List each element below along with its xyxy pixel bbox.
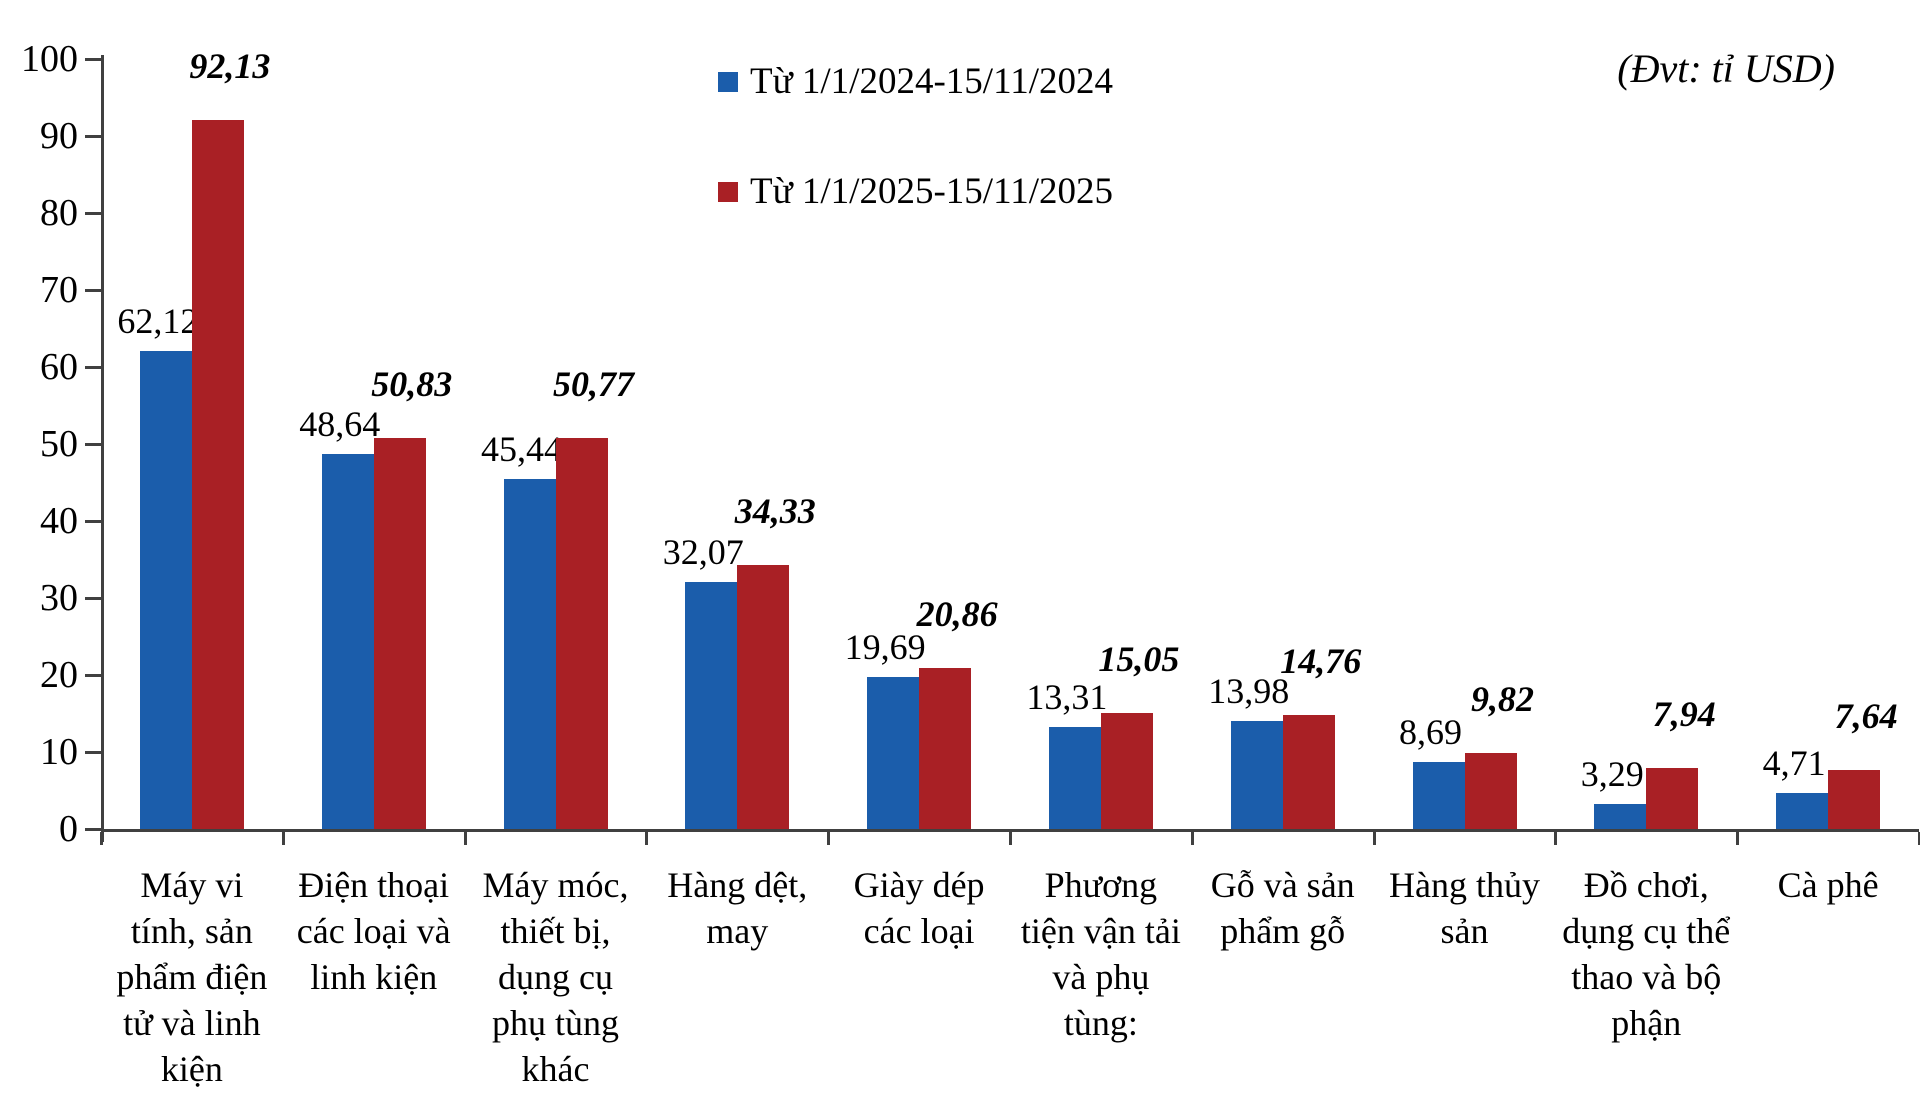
bar-value-label: 20,86 <box>916 594 998 635</box>
y-tick-label: 20 <box>40 654 78 696</box>
bar-2025 <box>737 564 790 829</box>
bar-value-label: 3,29 <box>1580 753 1644 794</box>
x-tick <box>1372 832 1376 845</box>
bar-value-label: 14,76 <box>1280 641 1362 682</box>
y-tick-label: 30 <box>40 577 78 619</box>
bar-2024 <box>139 350 192 829</box>
y-tick-label: 70 <box>40 269 78 311</box>
bar-2025 <box>555 438 608 829</box>
bar-2025 <box>1282 715 1335 829</box>
legend-swatch-2024 <box>718 72 738 92</box>
y-tick <box>85 751 101 754</box>
y-tick <box>85 674 101 677</box>
bar-2024 <box>321 454 374 829</box>
bar-value-label: 48,64 <box>299 404 381 445</box>
category-label: Máy móc, thiết bị, dụng cụ phụ tùng khác <box>482 865 629 1089</box>
y-tick <box>85 520 101 523</box>
category-label: Gỗ và sản phẩm gỗ <box>1210 865 1355 951</box>
bar-value-label: 50,77 <box>553 364 634 405</box>
bar-2025 <box>1646 767 1699 829</box>
y-tick-label: 10 <box>40 731 78 773</box>
bar-2024 <box>1048 726 1101 829</box>
bar-2024 <box>1230 721 1283 829</box>
y-tick-label: 50 <box>40 423 78 465</box>
bar-value-label: 7,64 <box>1834 696 1898 737</box>
y-tick <box>85 289 101 292</box>
legend-label-2025: Từ 1/1/2025-15/11/2025 <box>750 171 1113 212</box>
category-label: Phương tiện vận tải và phụ tùng: <box>1020 865 1181 1043</box>
legend-swatch-2025 <box>718 182 738 202</box>
bar-2024 <box>503 479 556 829</box>
y-tick <box>85 212 101 215</box>
bar-value-label: 32,07 <box>662 532 744 573</box>
y-tick-label: 90 <box>40 115 78 157</box>
x-tick <box>281 832 285 845</box>
category-label: Điện thoại các loại và linh kiện <box>296 865 451 997</box>
legend-label-2024: Từ 1/1/2024-15/11/2024 <box>750 61 1113 102</box>
bar-value-label: 34,33 <box>734 490 816 531</box>
bar-value-label: 62,12 <box>117 300 199 341</box>
bar-value-label: 13,31 <box>1026 676 1108 717</box>
x-tick <box>463 832 467 845</box>
y-tick-label: 0 <box>59 808 78 850</box>
y-tick-label: 100 <box>21 38 78 80</box>
bar-value-label: 9,82 <box>1471 679 1534 720</box>
legend-item-2024: Từ 1/1/2024-15/11/2024 <box>718 62 1113 102</box>
y-tick-label: 80 <box>40 192 78 234</box>
bar-value-label: 15,05 <box>1098 639 1180 680</box>
bar-value-label: 45,44 <box>481 429 562 470</box>
x-tick <box>1009 832 1012 845</box>
x-tick <box>1918 832 1920 845</box>
category-label: Cà phê <box>1777 865 1879 905</box>
bar-2024 <box>867 677 920 829</box>
y-tick-label: 40 <box>40 500 78 542</box>
bar-2024 <box>1594 803 1647 829</box>
y-tick <box>85 58 101 61</box>
x-tick <box>645 832 649 845</box>
x-tick <box>827 832 831 845</box>
bar-2025 <box>1828 770 1881 829</box>
bar-value-label: 4,71 <box>1762 742 1826 783</box>
x-tick <box>100 832 103 845</box>
category-label: Giày dép các loại <box>853 865 985 951</box>
category-label: Máy vi tính, sản phẩm điện tử và linh ki… <box>116 865 268 1089</box>
legend-item-2025: Từ 1/1/2025-15/11/2025 <box>718 172 1113 212</box>
bar-2024 <box>1412 762 1465 829</box>
y-tick <box>85 135 101 138</box>
category-label: Hàng thủy sản <box>1389 865 1540 951</box>
bar-value-label: 19,69 <box>844 627 926 668</box>
y-tick-label: 60 <box>40 346 78 388</box>
bar-2025 <box>191 119 244 829</box>
bar-2025 <box>1100 713 1153 829</box>
y-axis <box>101 55 104 842</box>
bar-value-label: 13,98 <box>1208 671 1290 712</box>
bar-2024 <box>1776 792 1829 829</box>
bar-2025 <box>919 668 972 829</box>
x-tick <box>1554 832 1558 845</box>
category-label: Đồ chơi, dụng cụ thể thao và bộ phận <box>1562 865 1731 1043</box>
bar-value-label: 92,13 <box>189 45 271 86</box>
bar-value-label: 50,83 <box>371 363 453 404</box>
y-tick <box>85 828 101 831</box>
y-tick <box>85 443 101 446</box>
bar-2025 <box>373 437 426 829</box>
y-tick <box>85 366 101 369</box>
category-label: Hàng dệt, may <box>667 865 808 951</box>
bar-value-label: 8,69 <box>1399 712 1462 753</box>
y-tick <box>85 597 101 600</box>
bar-2025 <box>1464 753 1517 829</box>
x-axis <box>101 829 1919 832</box>
bar-2024 <box>685 582 738 829</box>
bar-value-label: 7,94 <box>1652 693 1716 734</box>
x-tick <box>1736 832 1740 845</box>
x-tick <box>1190 832 1194 845</box>
unit-label: (Đvt: tỉ USD) <box>1617 46 1835 91</box>
